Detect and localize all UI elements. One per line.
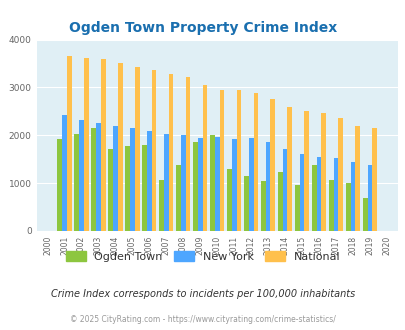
Text: Ogden Town Property Crime Index: Ogden Town Property Crime Index [69, 21, 336, 35]
Bar [333, 158, 337, 231]
Bar [350, 162, 354, 231]
Bar [176, 165, 181, 231]
Bar [236, 90, 241, 231]
Bar [142, 145, 147, 231]
Bar [362, 198, 367, 231]
Bar [134, 67, 139, 231]
Bar [253, 93, 258, 231]
Bar [57, 139, 62, 231]
Bar [67, 56, 71, 231]
Bar [96, 123, 100, 231]
Bar [159, 180, 164, 231]
Bar [84, 58, 88, 231]
Bar [147, 131, 151, 231]
Bar [287, 107, 292, 231]
Bar [113, 126, 117, 231]
Bar [321, 113, 325, 231]
Bar [248, 138, 253, 231]
Bar [328, 180, 333, 231]
Bar [304, 111, 308, 231]
Bar [299, 154, 304, 231]
Bar [316, 157, 321, 231]
Bar [294, 185, 299, 231]
Bar [91, 128, 96, 231]
Bar [277, 172, 282, 231]
Bar [62, 115, 67, 231]
Bar [311, 165, 316, 231]
Bar [125, 146, 130, 231]
Text: Crime Index corresponds to incidents per 100,000 inhabitants: Crime Index corresponds to incidents per… [51, 289, 354, 299]
Bar [79, 120, 84, 231]
Bar [354, 126, 359, 231]
Bar [214, 137, 219, 231]
Bar [74, 134, 79, 231]
Bar [243, 176, 248, 231]
Bar [108, 149, 113, 231]
Bar [100, 59, 105, 231]
Bar [164, 134, 168, 231]
Bar [270, 99, 275, 231]
Bar [219, 90, 224, 231]
Bar [130, 128, 134, 231]
Bar [231, 139, 236, 231]
Bar [117, 63, 122, 231]
Bar [181, 135, 185, 231]
Bar [337, 117, 342, 231]
Bar [226, 169, 231, 231]
Legend: Ogden Town, New York, National: Ogden Town, New York, National [61, 247, 344, 267]
Bar [367, 165, 371, 231]
Bar [371, 128, 376, 231]
Bar [202, 85, 207, 231]
Text: © 2025 CityRating.com - https://www.cityrating.com/crime-statistics/: © 2025 CityRating.com - https://www.city… [70, 315, 335, 324]
Bar [151, 70, 156, 231]
Bar [185, 78, 190, 231]
Bar [209, 135, 214, 231]
Bar [260, 181, 265, 231]
Bar [193, 142, 197, 231]
Bar [197, 138, 202, 231]
Bar [282, 149, 287, 231]
Bar [168, 74, 173, 231]
Bar [345, 183, 350, 231]
Bar [265, 143, 270, 231]
